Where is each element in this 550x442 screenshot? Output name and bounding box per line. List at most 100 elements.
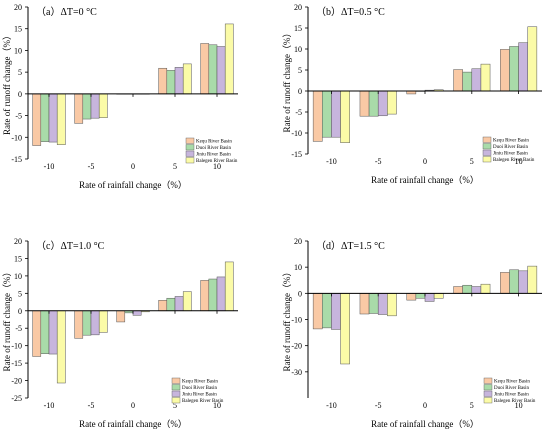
bar <box>471 286 482 294</box>
bar <box>480 283 491 294</box>
y-tick-label: -5 <box>15 112 22 121</box>
x-axis-title: Rate of rainfall change（%） <box>79 419 187 429</box>
legend-label: Balegen River Basin <box>494 399 536 404</box>
y-tick-label: 10 <box>294 263 302 272</box>
y-tick-label: 0 <box>298 87 302 96</box>
bar <box>368 293 379 314</box>
bar <box>359 293 370 315</box>
bar <box>480 63 491 92</box>
legend-label: Kequ River Basin <box>196 140 232 145</box>
x-tick-label: 5 <box>470 401 474 410</box>
x-tick-label: 5 <box>173 162 177 171</box>
x-axis-title: Rate of rainfall change（%） <box>371 175 479 185</box>
bar <box>56 310 66 384</box>
bar <box>387 293 397 317</box>
legend-label: Balegen River Basin <box>182 399 224 404</box>
bar <box>312 293 323 330</box>
y-tick-label: -10 <box>291 316 302 325</box>
panel-title: （d）ΔT=1.5 °C <box>316 240 385 252</box>
y-tick-label: 15 <box>14 25 22 34</box>
legend-label: Kequ River Basin <box>494 380 530 385</box>
chart-panel-2: -15 -10 -5 0 5 10 15 20 -10 -5 0 5 10 （b）ΔT=0.5 °C Rat… <box>282 3 542 185</box>
legend-swatch <box>483 390 493 397</box>
legend-label: Duoi River Basin <box>196 146 231 151</box>
x-tick-label: 10 <box>213 162 221 171</box>
legend-swatch <box>171 390 181 397</box>
legend-swatch <box>483 397 493 404</box>
y-axis-title: Rate of runoff change（%） <box>2 267 12 371</box>
bar <box>387 90 397 115</box>
bar <box>462 71 473 92</box>
legend-label: Jiniu River Basin <box>494 393 529 398</box>
x-tick-label: -10 <box>44 162 55 171</box>
y-tick-label: 10 <box>14 272 22 281</box>
bar <box>158 67 168 95</box>
legend-label: Balegen River Basin <box>493 158 535 163</box>
bar <box>377 90 388 117</box>
bar <box>208 278 218 312</box>
legend-label: Jiniu River Basin <box>493 152 528 157</box>
y-tick-label: 5 <box>18 289 22 298</box>
y-tick-label: -20 <box>11 377 22 386</box>
legend-swatch <box>171 397 181 404</box>
x-tick-label: -5 <box>375 401 382 410</box>
panel-title: （a）ΔT=0 °C <box>36 6 97 18</box>
bar <box>40 310 50 354</box>
bar <box>174 296 184 312</box>
x-tick-label: 5 <box>470 157 474 166</box>
bar <box>32 310 42 357</box>
bar <box>359 90 370 117</box>
legend-label: Balegen River Basin <box>196 159 238 164</box>
legend-swatch <box>185 144 195 151</box>
bar <box>40 93 50 142</box>
y-tick-label: 0 <box>18 90 22 99</box>
legend-swatch <box>171 384 181 391</box>
legend-label: Duoi River Basin <box>493 145 528 150</box>
bar <box>56 93 66 145</box>
legend-label: Jiniu River Basin <box>182 393 217 398</box>
legend-label: Duoi River Basin <box>182 386 217 391</box>
bar <box>132 310 142 316</box>
y-tick-label: 20 <box>14 237 22 246</box>
x-tick-label: 5 <box>173 401 177 410</box>
legend-swatch <box>483 384 493 391</box>
bar <box>518 270 528 294</box>
bar <box>116 310 126 323</box>
legend-swatch <box>171 377 181 384</box>
legend-label: Duoi River Basin <box>494 386 529 391</box>
bar <box>182 291 192 312</box>
y-tick-label: -15 <box>11 155 22 164</box>
panel-title: （c）ΔT=1.0 °C <box>36 240 105 252</box>
y-tick-label: -5 <box>15 324 22 333</box>
x-tick-label: 0 <box>131 162 135 171</box>
y-tick-label: 15 <box>14 254 22 263</box>
x-tick-label: -10 <box>44 401 55 410</box>
y-tick-label: 20 <box>14 3 22 12</box>
legend-swatch <box>482 156 492 163</box>
bar <box>98 93 108 118</box>
legend-swatch <box>185 157 195 164</box>
y-tick-label: -30 <box>291 368 302 377</box>
bar <box>527 265 538 294</box>
bar <box>453 69 463 92</box>
y-tick-label: -25 <box>11 394 22 403</box>
x-axis-title: Rate of rainfall change（%） <box>371 419 479 429</box>
legend-swatch <box>482 143 492 150</box>
bar <box>166 70 176 95</box>
bar <box>331 90 341 138</box>
y-axis-title: Rate of runoff change（%） <box>282 267 292 371</box>
x-tick-label: 10 <box>213 401 221 410</box>
y-tick-label: -15 <box>11 359 22 368</box>
x-tick-label: -10 <box>326 401 337 410</box>
bar <box>433 293 444 299</box>
bar <box>182 63 192 95</box>
y-tick-label: -20 <box>291 342 302 351</box>
x-tick-label: -5 <box>375 157 382 166</box>
bar <box>224 23 234 95</box>
x-tick-label: -5 <box>88 162 95 171</box>
y-tick-label: -5 <box>295 108 302 117</box>
y-tick-label: 15 <box>294 24 302 33</box>
